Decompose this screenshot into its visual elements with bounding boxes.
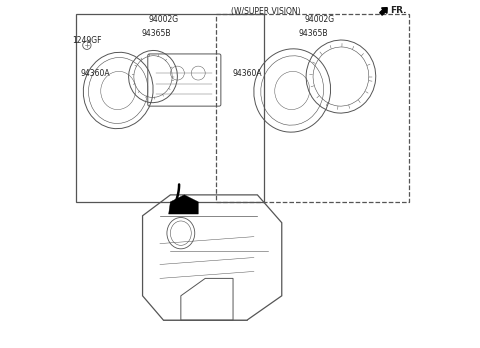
Text: 94002G: 94002G: [148, 15, 179, 24]
FancyArrow shape: [380, 8, 387, 15]
Polygon shape: [168, 195, 198, 214]
Text: 1249GF: 1249GF: [72, 35, 102, 45]
Text: 94360A: 94360A: [232, 69, 262, 78]
Bar: [216, 14, 409, 202]
Text: FR.: FR.: [390, 6, 406, 15]
Text: (W/SUPER VISION): (W/SUPER VISION): [231, 7, 301, 16]
Text: 94365B: 94365B: [299, 29, 328, 38]
Text: 94002G: 94002G: [305, 15, 335, 24]
Bar: [76, 14, 264, 202]
Text: 94360A: 94360A: [81, 69, 110, 78]
Text: 94365B: 94365B: [142, 29, 171, 38]
